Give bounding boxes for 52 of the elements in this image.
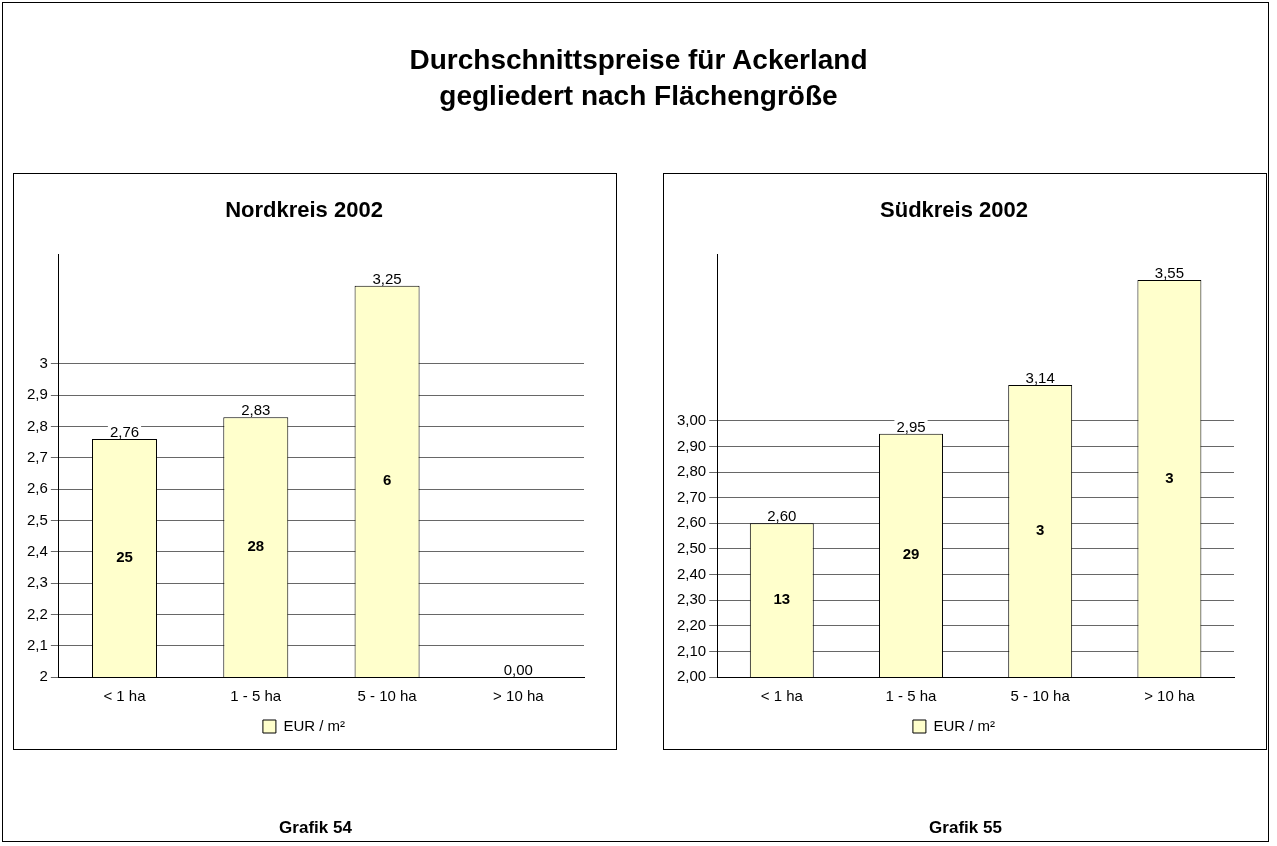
data-label: 3,25 xyxy=(372,269,402,287)
y-tick-label: 2,10 xyxy=(676,641,707,659)
legend-label: EUR / m² xyxy=(933,716,996,734)
y-tick-label: 2,5 xyxy=(26,510,48,528)
y-tick-label: 2,30 xyxy=(676,590,707,608)
y-tick-label: 3,00 xyxy=(676,411,707,429)
text: 0,00 xyxy=(503,661,533,679)
x-tick-label: 1 - 5 ha xyxy=(885,687,938,705)
legend-label: EUR / m² xyxy=(283,716,346,734)
x-tick-label: 5 - 10 ha xyxy=(357,687,418,705)
x-tick-label: > 10 ha xyxy=(493,687,545,705)
x-tick-label: < 1 ha xyxy=(760,687,804,705)
annotation: 25 xyxy=(116,548,133,566)
annotation: 28 xyxy=(247,537,265,555)
data-label: 2,60 xyxy=(767,507,797,525)
y-tick-label: 2,1 xyxy=(26,635,48,653)
y-tick-label: 2,4 xyxy=(26,541,48,559)
y-tick-label: 2,7 xyxy=(26,448,48,466)
data-label: 3,55 xyxy=(1154,264,1184,282)
annotation: 29 xyxy=(902,545,920,563)
y-tick-label: 2,90 xyxy=(676,436,707,454)
data-label: 2,95 xyxy=(896,417,926,435)
text: Durchschnittspreise für Ackerland gegliedert nach Flächengröße xyxy=(408,43,869,113)
y-tick-label: 2 xyxy=(39,667,48,685)
annotation: 6 xyxy=(382,471,392,489)
y-tick-label: 2,80 xyxy=(676,462,707,480)
y-tick-label: 2,2 xyxy=(26,604,48,622)
y-tick-label: 2,40 xyxy=(676,564,707,582)
y-tick-label: 2,3 xyxy=(26,573,48,591)
y-tick-label: 3 xyxy=(39,354,48,372)
y-tick-label: 2,00 xyxy=(676,667,707,685)
data-label: 3,14 xyxy=(1025,369,1055,387)
y-tick-label: 2,9 xyxy=(26,385,48,403)
annotation: 13 xyxy=(773,590,791,608)
data-label: 2,83 xyxy=(241,401,271,419)
annotation: 3 xyxy=(1036,521,1045,539)
y-tick-label: 2,8 xyxy=(26,416,48,434)
x-tick-label: < 1 ha xyxy=(103,687,147,705)
y-tick-label: 2,60 xyxy=(676,513,707,531)
x-tick-label: 5 - 10 ha xyxy=(1010,687,1071,705)
chart-title: Nordkreis 2002 xyxy=(225,197,383,223)
x-tick-label: > 10 ha xyxy=(1144,687,1196,705)
chart-title: Südkreis 2002 xyxy=(880,197,1028,223)
y-tick-label: 2,20 xyxy=(676,615,707,633)
annotation: 3 xyxy=(1165,468,1174,486)
text: Grafik 55 xyxy=(928,818,1003,838)
y-tick-label: 2,50 xyxy=(676,539,707,557)
y-tick-label: 2,70 xyxy=(676,487,707,505)
y-tick-label: 2,6 xyxy=(26,479,48,497)
data-label: 2,76 xyxy=(109,423,140,441)
x-tick-label: 1 - 5 ha xyxy=(230,687,282,705)
text: Grafik 54 xyxy=(278,818,353,838)
